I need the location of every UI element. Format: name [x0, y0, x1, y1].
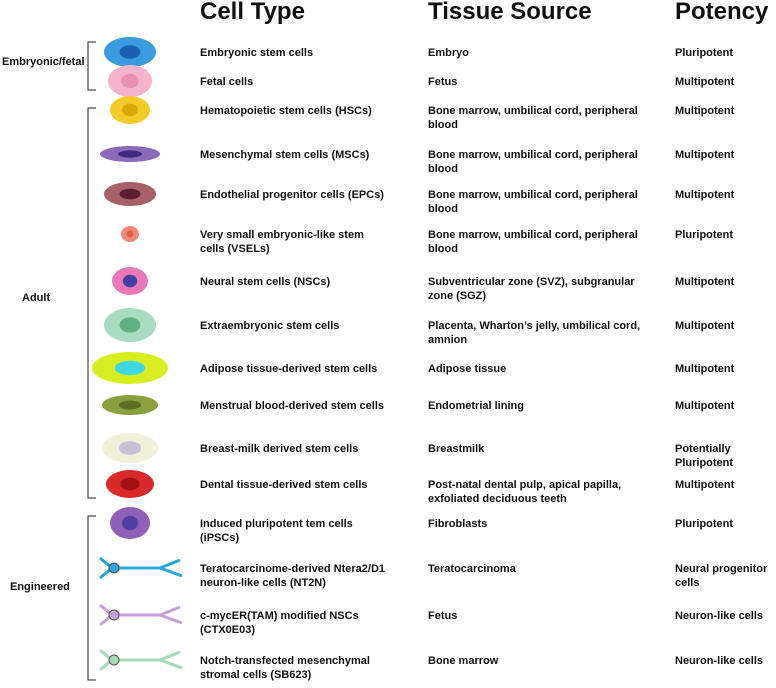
cell-text: Multipotent [675, 105, 735, 117]
cell-icon [118, 150, 142, 158]
cell-text: Multipotent [675, 320, 735, 332]
cell-icon [122, 274, 138, 288]
cell-text: Bone marrow, umbilical cord, peripheral … [428, 105, 638, 131]
cell-text: Multipotent [675, 189, 735, 201]
header: Tissue Source [428, 0, 592, 25]
cell-text: Neural stem cells (NSCs) [200, 276, 331, 288]
cell-text: Induced pluripotent tem cells (iPSCs) [200, 518, 353, 544]
cell-text: Pluripotent [675, 229, 734, 241]
header: Cell Type [200, 0, 305, 25]
cell-icon [121, 73, 139, 89]
cell-text: Placenta, Wharton’s jelly, umbilical cor… [428, 320, 641, 346]
cell-icon [120, 477, 140, 491]
cell-text: Potentially Pluripotent [675, 443, 734, 469]
cell-text: Endometrial lining [428, 400, 524, 412]
group-label: Engineered [10, 581, 70, 593]
cell-text: Dental tissue-derived stem cells [200, 479, 368, 491]
cell-text: Embryonic stem cells [200, 47, 314, 59]
cell-text: Menstrual blood-derived stem cells [200, 400, 384, 412]
cell-text: Pluripotent [675, 47, 734, 59]
cell-text: Bone marrow, umbilical cord, peripheral … [428, 189, 638, 215]
cell-icon [118, 400, 142, 410]
cell-icon [122, 515, 138, 531]
cell-text: Fetal cells [200, 76, 254, 88]
cell-text: Teratocarcinome-derived Ntera2/D1 neuron… [200, 563, 386, 589]
cell-text: Very small embryonic-like stem cells (VS… [200, 229, 364, 255]
cell-text: Pluripotent [675, 518, 734, 530]
cell-text: Neural progenitor cells [675, 563, 768, 589]
cell-text: Extraembryonic stem cells [200, 320, 340, 332]
cell-text: Subventricular zone (SVZ), subgranular z… [428, 276, 635, 302]
cell-icon [118, 441, 142, 455]
cell-icon [108, 609, 120, 621]
group-label: Embryonic/fetal [2, 56, 85, 68]
cell-text: Adipose tissue [428, 363, 507, 375]
bracket [87, 515, 96, 681]
cell-text: Fibroblasts [428, 518, 488, 530]
cell-text: Bone marrow, umbilical cord, peripheral … [428, 149, 638, 175]
cell-text: Mesenchymal stem cells (MSCs) [200, 149, 370, 161]
cell-text: Adipose tissue-derived stem cells [200, 363, 378, 375]
cell-icon [108, 654, 120, 666]
cell-icon [119, 317, 141, 333]
cell-text: Breastmilk [428, 443, 485, 455]
bracket [87, 41, 96, 91]
cell-text: Multipotent [675, 76, 735, 88]
cell-text: c-mycER(TAM) modified NSCs (CTX0E03) [200, 610, 359, 636]
cell-text: Post-natal dental pulp, apical papilla, … [428, 479, 622, 505]
cell-text: Neuron-like cells [675, 610, 764, 622]
brackets [87, 41, 96, 681]
cell-text: Fetus [428, 610, 458, 622]
cell-icon [119, 188, 141, 200]
cell-text: Bone marrow, umbilical cord, peripheral … [428, 229, 638, 255]
cell-text: Teratocarcinoma [428, 563, 516, 575]
cell-text: Embryo [428, 47, 469, 59]
bracket [87, 107, 96, 499]
cell-text: Multipotent [675, 479, 735, 491]
cell-icon [122, 103, 138, 117]
cell-text: Multipotent [675, 149, 735, 161]
cell-text: Multipotent [675, 363, 735, 375]
cell-text: Endothelial progenitor cells (EPCs) [200, 189, 384, 201]
cell-icon [108, 562, 120, 574]
cell-text: Notch-transfected mesenchymal stromal ce… [200, 655, 370, 681]
cell-icon [119, 45, 141, 59]
cell-text: Multipotent [675, 276, 735, 288]
cell-text: Fetus [428, 76, 458, 88]
cell-icon [114, 360, 146, 376]
cell-text: Bone marrow [428, 655, 499, 667]
cell-text: Breast-milk derived stem cells [200, 443, 359, 455]
cell-text: Hematopoietic stem cells (HSCs) [200, 105, 372, 117]
cell-icon [126, 230, 134, 238]
group-label: Adult [22, 292, 51, 304]
cell-text: Multipotent [675, 400, 735, 412]
header: Potency [675, 0, 769, 25]
cell-text: Neuron-like cells [675, 655, 764, 667]
